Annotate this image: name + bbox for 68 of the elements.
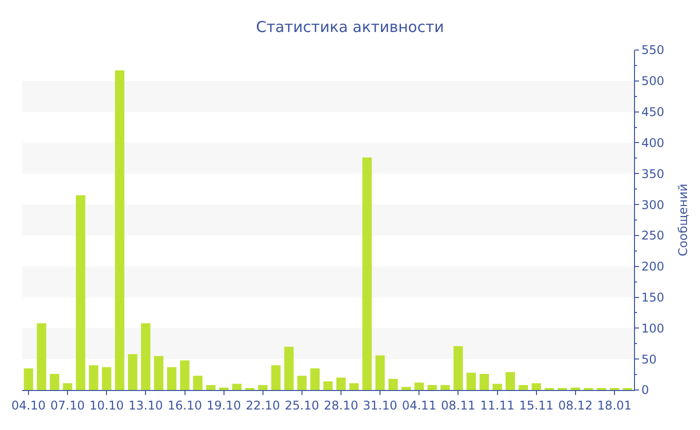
x-tick-label: 19.10 — [206, 398, 242, 412]
y-tick-label: 300 — [641, 198, 664, 212]
bar — [76, 195, 86, 390]
x-tick-label: 08.11 — [441, 398, 476, 412]
bar — [323, 381, 333, 390]
bar — [284, 346, 294, 390]
x-tick-label: 25.10 — [284, 398, 320, 412]
bar — [232, 384, 242, 390]
bar — [141, 323, 150, 390]
y-tick-label: 200 — [641, 260, 664, 274]
y-tick-label: 250 — [641, 228, 664, 243]
bar — [88, 365, 98, 390]
chart-title: Статистика активности — [256, 18, 444, 36]
x-tick-label: 31.10 — [362, 398, 398, 412]
bar — [102, 367, 112, 390]
x-tick-label: 04.10 — [11, 398, 46, 412]
bar — [62, 383, 72, 390]
bar — [388, 378, 398, 390]
y-tick-label: 500 — [641, 74, 664, 88]
bar — [427, 385, 437, 390]
y-tick-label: 0 — [641, 383, 650, 398]
bar — [466, 372, 476, 390]
x-tick-label: 13.10 — [128, 398, 163, 412]
x-tick-label: 07.10 — [50, 398, 85, 412]
bar — [206, 385, 216, 390]
bar — [492, 384, 502, 390]
bar — [362, 158, 372, 390]
bar — [24, 368, 34, 390]
bar — [128, 354, 138, 390]
y-tick-label: 350 — [641, 166, 664, 181]
y-tick-label: 50 — [641, 352, 657, 366]
bar — [297, 376, 307, 390]
bar — [480, 374, 489, 390]
y-tick-label: 150 — [641, 290, 664, 304]
x-tick-label: 16.10 — [168, 398, 202, 412]
y-axis-title: Сообщений — [676, 184, 690, 256]
bar — [271, 365, 281, 390]
bar — [193, 376, 202, 390]
bar — [414, 382, 424, 390]
bar — [167, 367, 176, 390]
bar — [310, 368, 320, 390]
bar — [36, 323, 46, 390]
bar — [532, 383, 542, 390]
x-tick-label: 28.10 — [324, 398, 358, 412]
x-tick-label: 08.12 — [558, 398, 593, 412]
bar — [375, 355, 385, 390]
bar — [454, 346, 463, 390]
x-tick-label: 15.11 — [519, 398, 554, 412]
y-tick-label: 550 — [641, 43, 664, 58]
bar — [518, 385, 528, 390]
bar — [506, 372, 515, 390]
bar — [180, 360, 190, 390]
x-tick-label: 10.10 — [89, 398, 124, 412]
x-tick-label: 04.11 — [402, 398, 436, 412]
bar — [114, 70, 124, 390]
bar — [258, 385, 268, 390]
x-tick-label: 11.11 — [480, 398, 514, 412]
bar — [349, 383, 359, 390]
x-tick-label: 22.10 — [246, 398, 280, 412]
bar — [440, 385, 450, 390]
x-tick-label: 18.01 — [597, 398, 632, 412]
bar — [154, 356, 164, 390]
bar — [401, 386, 411, 390]
y-tick-label: 100 — [641, 321, 664, 336]
bar — [50, 374, 60, 390]
y-tick-label: 450 — [641, 105, 664, 120]
bar — [336, 378, 346, 390]
y-tick-label: 400 — [641, 136, 664, 150]
